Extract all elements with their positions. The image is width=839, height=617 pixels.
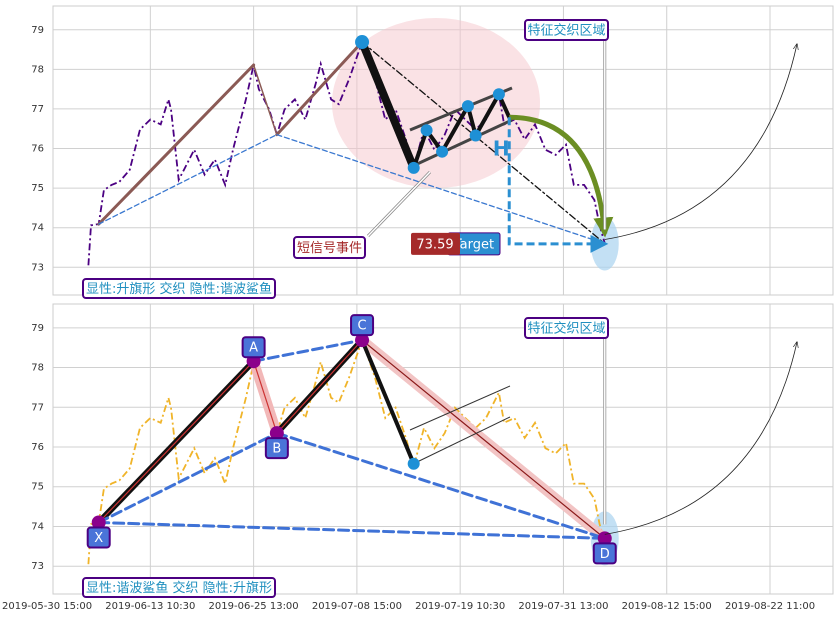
pattern-summary-box [82, 577, 276, 598]
y-tick-label: 77 [31, 104, 44, 115]
flag-leg [360, 339, 416, 465]
pattern-label: C [358, 319, 367, 334]
pattern-label: A [249, 341, 258, 356]
x-tick-label: 2019-07-19 10:30 [415, 601, 505, 612]
price-line [87, 39, 606, 266]
y-tick-label: 76 [31, 144, 44, 155]
pattern-leg [275, 40, 364, 137]
pattern-point [597, 531, 612, 546]
flag-point [420, 124, 433, 137]
pattern-point [91, 515, 106, 530]
x-tick-label: 2019-06-25 13:00 [209, 601, 299, 612]
pattern-trend [97, 431, 279, 524]
y-tick-label: 77 [31, 402, 44, 413]
pattern-label-box [350, 314, 375, 337]
y-tick-label: 79 [31, 25, 44, 36]
pattern-leg [276, 339, 363, 434]
y-tick-label: 74 [31, 223, 44, 234]
pattern-label-box [241, 336, 266, 359]
y-tick-label: 76 [31, 442, 44, 453]
flag-point [355, 35, 370, 50]
x-tick-label: 2019-05-30 15:00 [2, 601, 92, 612]
pattern-leg [361, 339, 606, 539]
pattern-trend [275, 431, 607, 540]
target-value: 73.59 [416, 237, 453, 252]
flag-channel [414, 416, 511, 464]
y-tick-label: 73 [31, 262, 44, 273]
forecast-curve [604, 44, 797, 240]
flag-leg [440, 104, 470, 154]
event-label: 短信号事件 [297, 241, 362, 256]
flag-point [492, 88, 505, 101]
flag-point [436, 145, 449, 158]
pattern-point [269, 426, 284, 441]
pattern-trend [361, 41, 606, 245]
event-label-box [293, 236, 366, 259]
pattern-summary-box [82, 278, 276, 299]
target-measure [507, 117, 609, 253]
y-tick-label: 78 [31, 64, 44, 75]
pattern-point [355, 333, 370, 348]
height-label: H [493, 137, 510, 161]
pattern-trend [98, 134, 278, 225]
event-pointer [367, 171, 431, 237]
pattern-trend [252, 338, 364, 363]
y-tick-label: 75 [31, 482, 44, 493]
flag-channel [414, 118, 513, 167]
region-label-box [524, 317, 609, 339]
region-label-box [524, 19, 609, 41]
pattern-trend [276, 134, 606, 245]
y-tick-label: 78 [31, 363, 44, 374]
x-tick-label: 2019-07-08 15:00 [312, 601, 402, 612]
y-tick-label: 79 [31, 323, 44, 334]
pattern-label-box [86, 526, 111, 549]
pattern-leg [98, 360, 255, 524]
x-tick-label: 2019-08-12 15:00 [622, 601, 712, 612]
pattern-summary: 显性:升旗形 交织 隐性:谐波鲨鱼 [86, 281, 272, 297]
flag-leg [358, 38, 418, 172]
pattern-label-box [264, 437, 289, 460]
region-label: 特征交织区域 [527, 321, 605, 337]
price-line [87, 337, 606, 565]
y-tick-label: 74 [31, 521, 44, 532]
pattern-leg [97, 63, 256, 226]
projection-arrow [509, 114, 614, 238]
flag-point [461, 100, 474, 113]
x-tick-label: 2019-08-22 11:00 [725, 601, 815, 612]
flag-channel [409, 385, 511, 431]
flag-leg [473, 92, 501, 138]
pattern-label: D [600, 547, 610, 562]
region-label: 特征交织区域 [527, 23, 605, 39]
pattern-label-box [592, 542, 617, 565]
pattern-label: X [94, 531, 103, 546]
pattern-leg [253, 360, 278, 434]
y-tick-label: 73 [31, 561, 44, 572]
pattern-leg [252, 64, 278, 136]
flag-point [469, 129, 482, 142]
x-tick-label: 2019-06-13 10:30 [105, 601, 195, 612]
y-tick-label: 75 [31, 183, 44, 194]
forecast-curve [604, 342, 797, 535]
target-label: Target [453, 237, 494, 252]
target-value-box [411, 232, 460, 255]
pattern-label: B [272, 442, 281, 457]
pattern-trend [97, 520, 607, 540]
breakout-point [407, 457, 420, 470]
x-tick-label: 2019-07-31 13:00 [518, 601, 608, 612]
pattern-summary: 显性:谐波鲨鱼 交织 隐性:升旗形 [86, 580, 272, 596]
flag-leg [411, 128, 429, 170]
flag-point [407, 161, 420, 174]
